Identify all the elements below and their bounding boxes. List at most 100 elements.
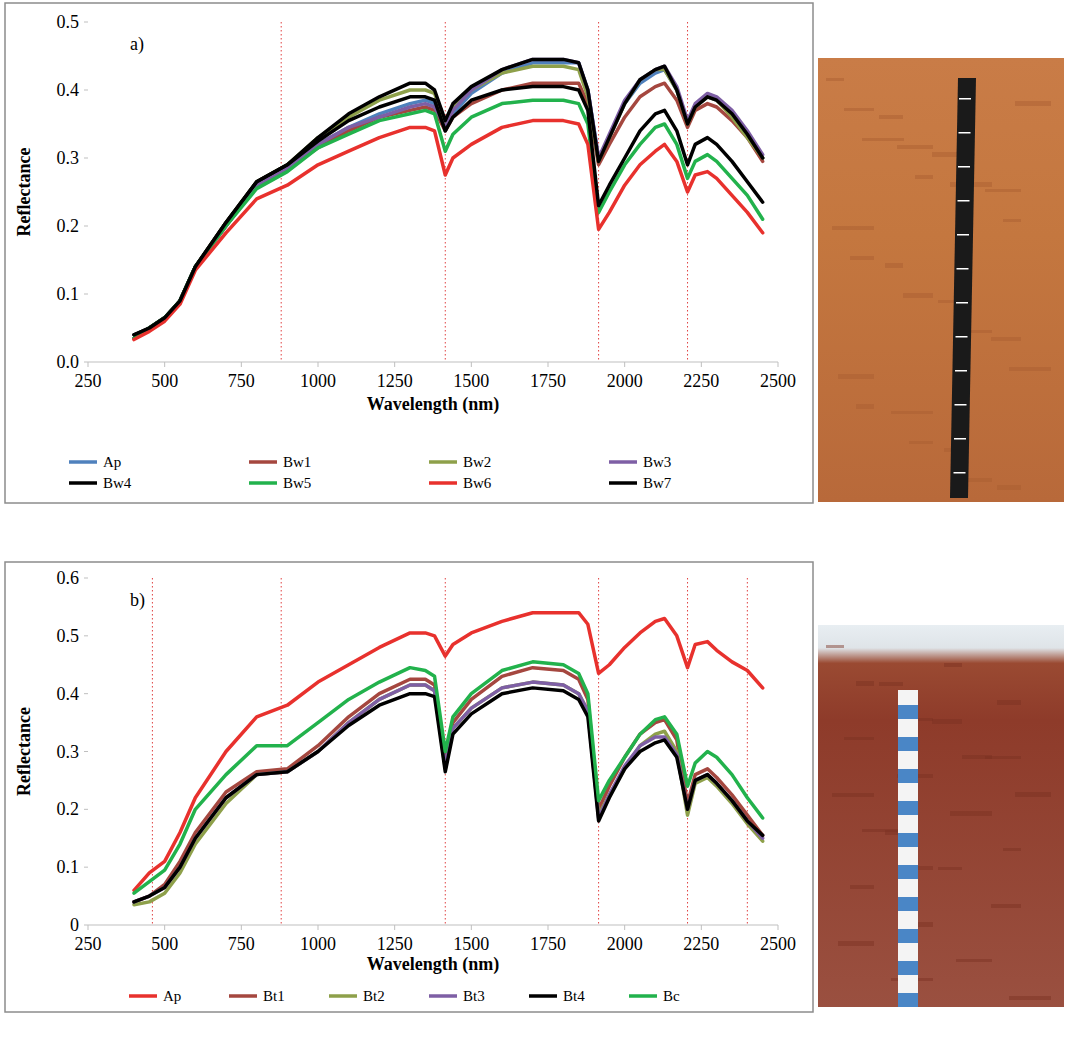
soil-texture (850, 256, 874, 260)
soil-texture (850, 885, 874, 889)
soil-texture (879, 682, 903, 686)
x-tick-label: 1500 (453, 934, 489, 954)
tape-mark (898, 897, 918, 911)
x-axis-title: Wavelength (nm) (367, 394, 500, 415)
y-tick-label: 0.1 (57, 857, 80, 877)
chart-panel: 250500750100012501500175020002250250000.… (5, 562, 813, 1012)
x-axis-title: Wavelength (nm) (367, 954, 500, 975)
x-tick-label: 500 (151, 934, 178, 954)
tape-mark (955, 404, 967, 406)
spectrum-line (134, 682, 763, 902)
soil-texture (1009, 367, 1051, 371)
legend-label: Bc (663, 988, 680, 1004)
legend-label: Bt1 (263, 988, 285, 1004)
tape-mark (957, 234, 969, 236)
x-axis-line (88, 362, 778, 363)
legend-swatch (229, 994, 257, 998)
legend-swatch (609, 460, 637, 464)
legend-label: Bt2 (363, 988, 385, 1004)
y-tick-label: 0.1 (57, 284, 80, 304)
x-tick-label: 1750 (530, 934, 566, 954)
chart-border (5, 3, 813, 503)
soil-profile (818, 625, 1064, 1007)
reference-line (445, 22, 446, 362)
soil-texture (997, 485, 1021, 490)
soil-texture (856, 681, 874, 686)
soil-texture (897, 145, 933, 149)
y-tick (84, 226, 88, 227)
x-tick-label: 1250 (377, 371, 413, 391)
y-tick (84, 809, 88, 810)
legend-label: Ap (103, 454, 121, 470)
x-tick-label: 1000 (300, 934, 336, 954)
legend-swatch (249, 481, 277, 485)
series-group (134, 59, 763, 339)
tape-mark (898, 993, 918, 1007)
y-tick (84, 578, 88, 579)
y-tick (84, 294, 88, 295)
spectrum-line (134, 668, 763, 902)
tape-mark (958, 166, 970, 168)
x-tick (394, 362, 395, 367)
y-tick-label: 0.2 (57, 216, 80, 236)
x-tick (318, 925, 319, 930)
x-tick-label: 750 (228, 934, 255, 954)
y-tick (84, 158, 88, 159)
x-tick-label: 1750 (530, 371, 566, 391)
soil-texture (991, 904, 1021, 908)
y-tick-label: 0.4 (57, 80, 80, 100)
soil-texture (997, 700, 1021, 705)
soil-texture (985, 189, 1021, 192)
legend-swatch (249, 460, 277, 464)
x-tick (164, 362, 165, 367)
x-tick (624, 925, 625, 930)
tape-mark (954, 472, 966, 474)
legend-swatch (609, 481, 637, 485)
soil-texture (938, 867, 962, 870)
soil-texture (832, 793, 874, 797)
chart-border (5, 562, 813, 1012)
spectrum-line (134, 121, 763, 340)
x-tick (471, 362, 472, 367)
x-axis-line (88, 925, 778, 926)
spectrum-line (134, 59, 763, 334)
soil-texture (826, 645, 844, 648)
reference-line (281, 22, 282, 362)
legend-label: Bw4 (103, 475, 132, 491)
x-tick-label: 2500 (760, 934, 796, 954)
y-tick (84, 635, 88, 636)
tape-mark (898, 801, 918, 815)
x-tick (778, 925, 779, 930)
x-tick-label: 750 (228, 371, 255, 391)
spectrum-line (134, 63, 763, 338)
x-tick-label: 250 (75, 934, 102, 954)
soil-texture (932, 719, 962, 724)
soil-texture (856, 404, 874, 409)
soil-texture (1015, 101, 1051, 106)
x-tick (318, 362, 319, 367)
x-tick-label: 1250 (377, 934, 413, 954)
y-tick (84, 751, 88, 752)
tape-mark (898, 865, 918, 879)
legend-label: Bw6 (463, 475, 492, 491)
tape-mark (898, 833, 918, 847)
x-tick (88, 925, 89, 930)
tape-mark (958, 200, 970, 202)
soil-texture (956, 959, 992, 962)
panel-label: b) (130, 590, 145, 611)
series-group (134, 613, 763, 905)
soil-texture (844, 737, 874, 740)
y-tick-label: 0.3 (57, 148, 80, 168)
photo (818, 58, 1064, 502)
legend-swatch (69, 481, 97, 485)
reference-line (747, 578, 748, 925)
spectrum-line (134, 662, 763, 893)
x-tick (394, 925, 395, 930)
tape-mark (954, 438, 966, 440)
y-tick-label: 0.4 (57, 684, 80, 704)
legend-label: Bt4 (563, 988, 585, 1004)
spectrum-line (134, 59, 763, 338)
tape-mark (955, 370, 967, 372)
chart-panel: 25050075010001250150017502000225025000.0… (5, 3, 813, 503)
soil-texture (1003, 219, 1021, 222)
